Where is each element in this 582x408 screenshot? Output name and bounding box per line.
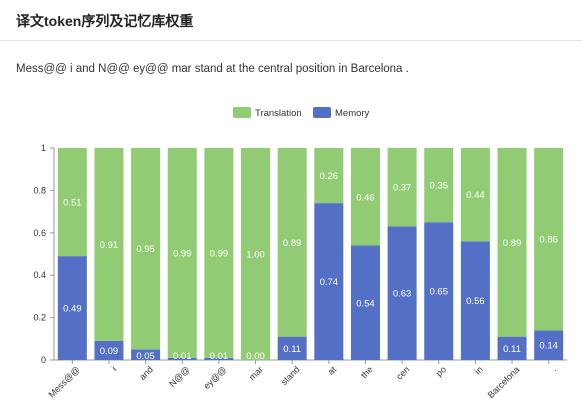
bar-memory[interactable] xyxy=(204,357,234,360)
y-tick-label: 1 xyxy=(41,143,46,153)
y-tick-label: 0.4 xyxy=(33,270,46,280)
x-tick-label: the xyxy=(359,364,375,380)
bar-translation[interactable] xyxy=(314,148,344,204)
bar-memory[interactable] xyxy=(497,336,527,360)
bar-memory[interactable] xyxy=(167,357,197,360)
data-label-translation: 0.99 xyxy=(210,248,229,259)
x-tick-label: stand xyxy=(279,364,302,387)
data-label-translation: 0.95 xyxy=(136,244,155,255)
x-tick-label: in xyxy=(473,364,485,376)
data-label-memory: 0.74 xyxy=(320,277,339,288)
y-tick-label: 0.8 xyxy=(33,185,46,195)
x-tick-label: mar xyxy=(247,364,265,382)
bar-translation[interactable] xyxy=(387,148,417,227)
x-tick-label: Mess@@ xyxy=(47,364,82,399)
data-label-memory: 0.56 xyxy=(466,296,485,307)
data-label-translation: 0.89 xyxy=(283,238,302,249)
data-label-translation: 0.46 xyxy=(356,192,375,203)
data-label-memory: 0.09 xyxy=(100,346,119,357)
data-label-translation: 0.99 xyxy=(173,248,192,259)
data-label-memory: 0.11 xyxy=(283,344,301,355)
data-label-translation: 0.51 xyxy=(63,198,82,209)
data-label-memory: 0.14 xyxy=(539,341,558,352)
bar-translation[interactable] xyxy=(131,148,161,350)
bar-memory[interactable] xyxy=(424,222,454,360)
bar-memory[interactable] xyxy=(277,336,307,360)
data-label-translation: 1.00 xyxy=(246,250,265,261)
data-label-memory: 0.01 xyxy=(173,351,192,362)
bar-translation[interactable] xyxy=(277,148,307,337)
header-bar: 译文token序列及记忆库权重 xyxy=(0,0,582,41)
legend-swatch-memory[interactable] xyxy=(313,107,331,118)
bar-memory[interactable] xyxy=(131,349,161,360)
legend-label-memory[interactable]: Memory xyxy=(335,108,370,119)
data-label-translation: 0.26 xyxy=(320,171,339,182)
data-label-translation: 0.89 xyxy=(503,238,522,249)
stacked-bar-chart: Translation Memory 0 0.2 0.4 0.6 0.8 1 0.49 0.51 M… xyxy=(33,107,567,400)
bar-memory[interactable] xyxy=(460,241,490,360)
bar-translation[interactable] xyxy=(350,148,380,246)
data-label-memory: 0.65 xyxy=(430,287,449,298)
bar-translation[interactable] xyxy=(424,148,454,223)
x-tick-label: . xyxy=(549,364,558,373)
y-tick-label: 0.2 xyxy=(33,313,46,323)
data-label-memory: 0.49 xyxy=(63,304,82,315)
data-label-memory: 0.01 xyxy=(210,351,229,362)
bar-translation[interactable] xyxy=(534,148,564,331)
bar-translation[interactable] xyxy=(460,148,490,242)
data-label-memory: 0.54 xyxy=(356,298,375,309)
bar-memory[interactable] xyxy=(94,340,124,360)
bar-translation[interactable] xyxy=(204,148,234,358)
legend-swatch-translation[interactable] xyxy=(233,107,251,118)
x-tick-label: po xyxy=(434,364,448,378)
x-tick-label: i xyxy=(110,364,118,372)
bar-memory[interactable] xyxy=(57,256,87,360)
y-tick-label: 0 xyxy=(41,355,46,365)
x-tick-label: at xyxy=(326,364,339,377)
data-label-translation: 0.91 xyxy=(100,240,119,251)
x-tick-label: ey@@ xyxy=(202,364,229,391)
legend-label-translation[interactable]: Translation xyxy=(255,108,302,119)
x-tick-label: Barcelona xyxy=(486,364,522,400)
bar-translation[interactable] xyxy=(167,148,197,358)
bar-memory[interactable] xyxy=(534,330,564,360)
source-sentence: Mess@@ i and N@@ ey@@ mar stand at the c… xyxy=(16,63,409,75)
page-title: 译文token序列及记忆库权重 xyxy=(16,13,194,29)
bar-translation[interactable] xyxy=(94,148,124,341)
data-label-memory: 0.11 xyxy=(503,344,521,355)
x-tick-label: and xyxy=(137,364,155,382)
y-tick-label: 0.6 xyxy=(33,228,46,238)
data-label-memory: 0.05 xyxy=(136,351,155,362)
data-label-translation: 0.35 xyxy=(430,181,449,192)
data-label-translation: 0.86 xyxy=(539,235,558,246)
bar-translation[interactable] xyxy=(241,148,271,360)
bar-memory[interactable] xyxy=(350,245,380,360)
bar-memory[interactable] xyxy=(314,203,344,360)
bar-translation[interactable] xyxy=(57,148,87,257)
data-label-translation: 0.44 xyxy=(466,190,485,201)
bar-memory[interactable] xyxy=(387,226,417,360)
x-tick-label: N@@ xyxy=(167,364,192,389)
data-label-memory: 0.00 xyxy=(246,351,265,362)
bar-translation[interactable] xyxy=(497,148,527,337)
data-label-translation: 0.37 xyxy=(393,183,412,194)
data-label-memory: 0.63 xyxy=(393,289,412,300)
x-tick-label: cen xyxy=(394,364,411,381)
